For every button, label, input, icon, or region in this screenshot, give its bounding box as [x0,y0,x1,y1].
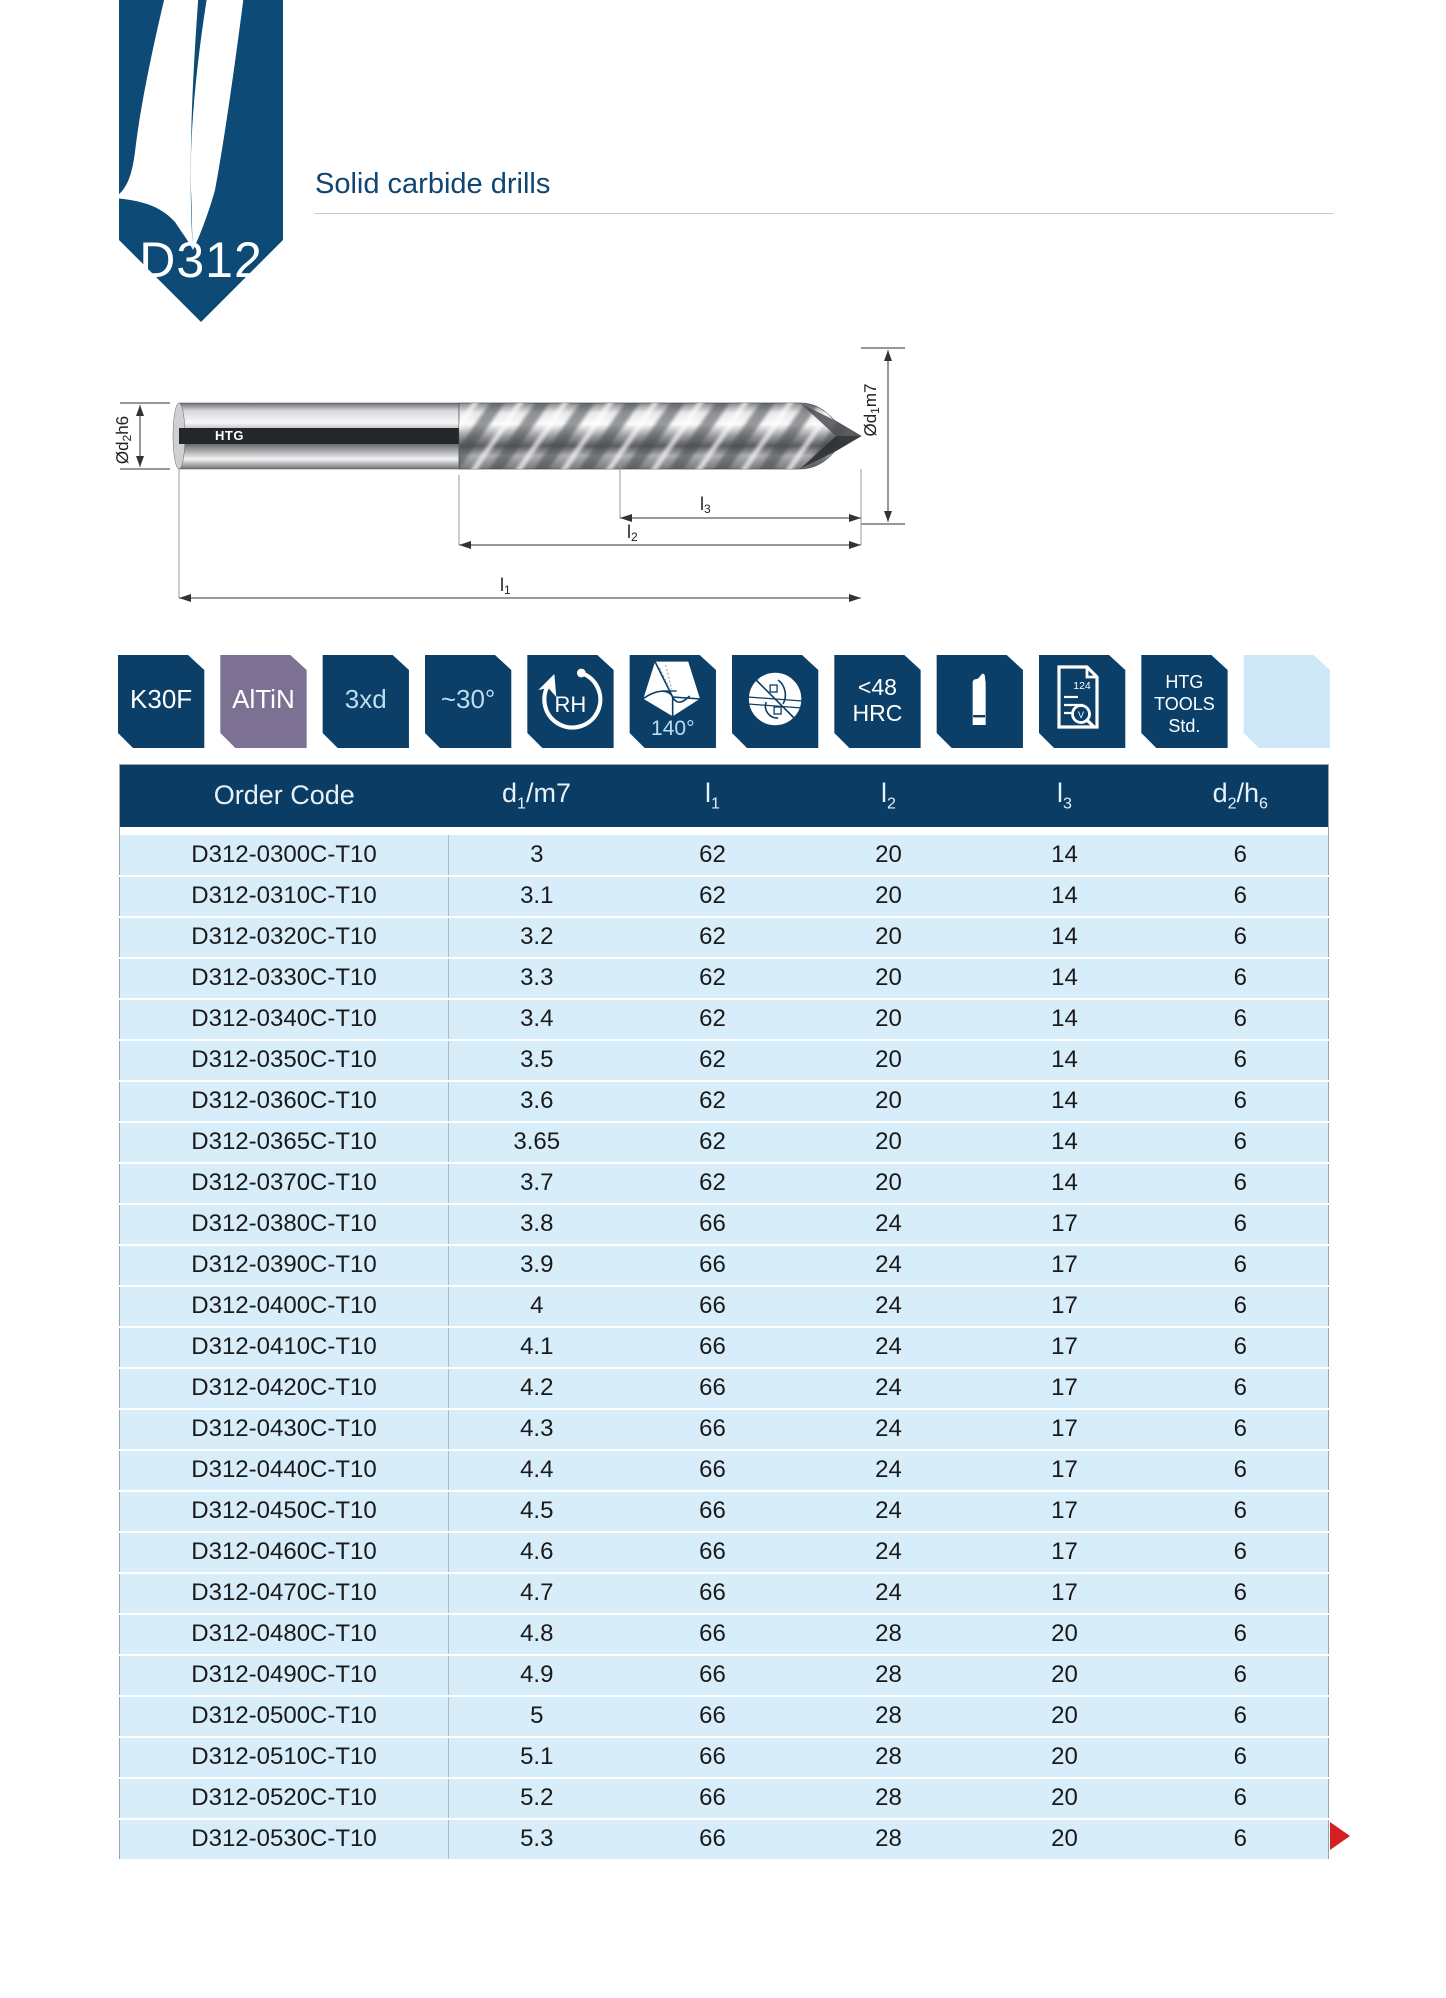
svg-text:l1: l1 [500,575,511,597]
svg-text:~30°: ~30° [441,684,496,714]
svg-text:K30F: K30F [130,684,192,714]
svg-text:Std.: Std. [1168,716,1200,736]
svg-text:Ød1m7: Ød1m7 [861,384,882,437]
svg-text:3xd: 3xd [345,684,387,714]
svg-text:140°: 140° [651,717,694,740]
svg-text:Ød2h6: Ød2h6 [113,416,134,464]
svg-text:124: 124 [1073,680,1091,692]
svg-text:HTG: HTG [1165,672,1203,692]
svg-text:HRC: HRC [853,700,903,726]
svg-text:RH: RH [554,692,586,717]
svg-text:AlTiN: AlTiN [232,684,295,714]
svg-text:TOOLS: TOOLS [1154,694,1215,714]
svg-text:V: V [1078,710,1084,720]
svg-text:<48: <48 [858,674,897,700]
svg-text:HTG: HTG [215,428,244,443]
svg-text:l2: l2 [627,522,638,544]
svg-text:l3: l3 [700,494,711,516]
